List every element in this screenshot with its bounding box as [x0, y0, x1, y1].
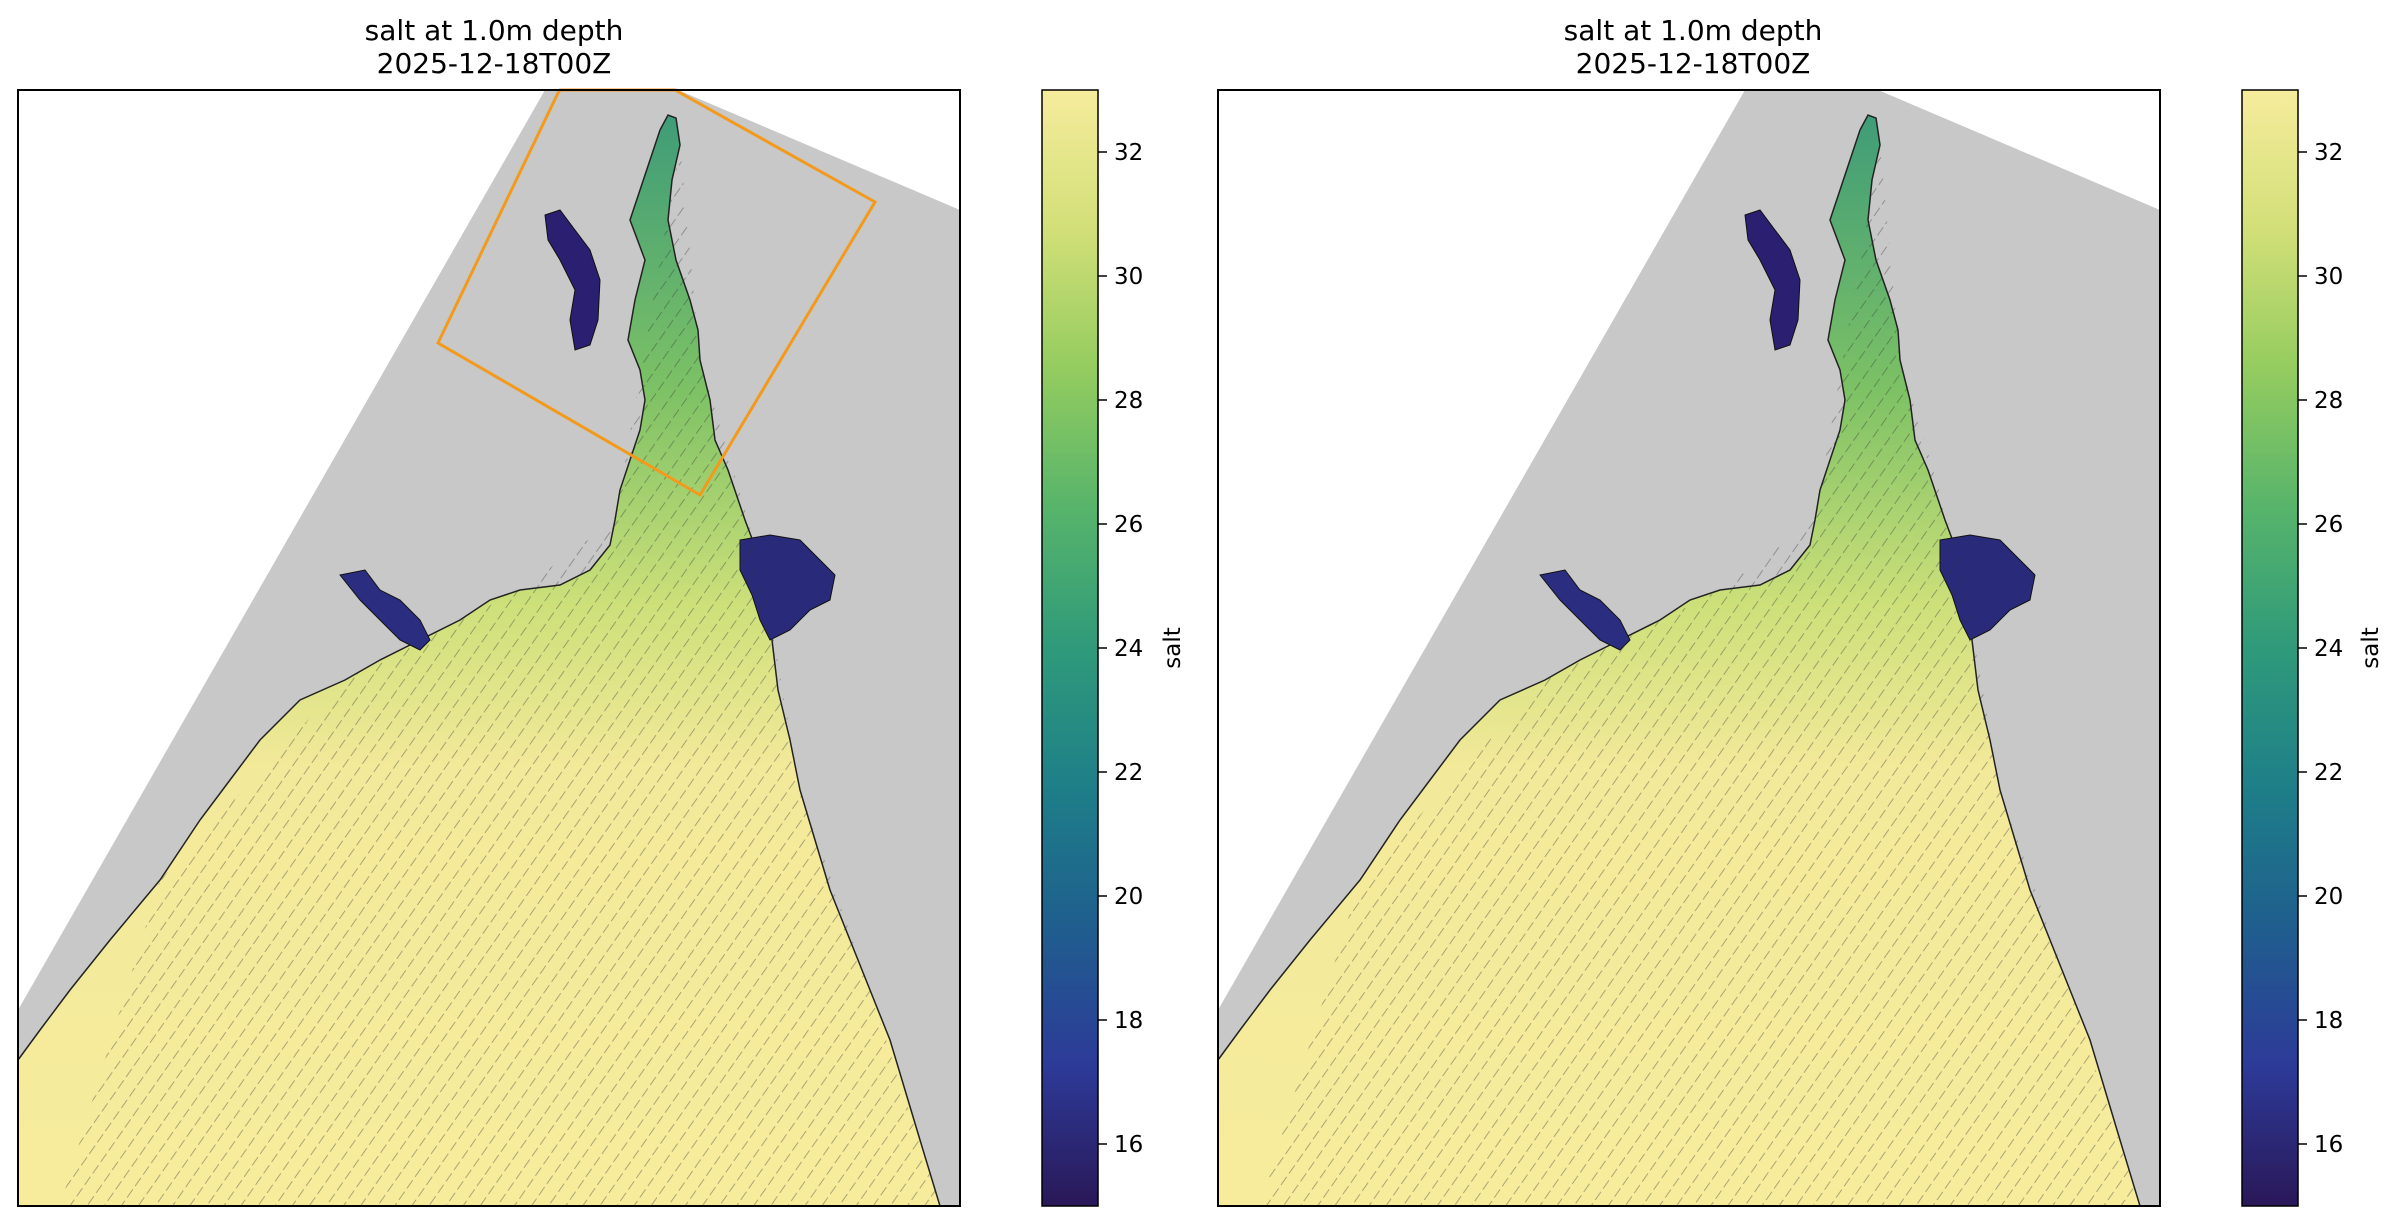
- colorbar-tick-label: 16: [2314, 1132, 2343, 1158]
- colorbar-tick-label: 16: [1114, 1132, 1143, 1158]
- colorbar-tick-label: 32: [2314, 140, 2343, 166]
- panel-1-colorbar-bar: [1041, 89, 1099, 1207]
- panel-1-map: [17, 88, 961, 1207]
- panel-1-title: salt at 1.0m depth: [365, 14, 624, 47]
- colorbar-tick-label: 22: [2314, 760, 2343, 786]
- panel-1-subtitle: 2025-12-18T00Z: [377, 47, 612, 80]
- colorbar-tick-label: 32: [1114, 140, 1143, 166]
- panel-2-colorbar-ticks: 16 18 20 22 24 26 28 30 32: [2298, 140, 2343, 1158]
- panel-2-colorbar-bar: [2241, 89, 2299, 1207]
- colorbar-tick-label: 30: [1114, 264, 1143, 290]
- colorbar-tick-label: 28: [1114, 388, 1143, 414]
- panel-2: salt at 1.0m depth 2025-12-18T00Z 16 18 20…: [1217, 14, 2384, 1207]
- colorbar-tick-label: 26: [1114, 512, 1143, 538]
- panel-1-plot-frame: [17, 89, 961, 1207]
- colorbar-tick-label: 28: [2314, 388, 2343, 414]
- colorbar-tick-label: 24: [1114, 636, 1143, 662]
- colorbar-tick-label: 24: [2314, 636, 2343, 662]
- panel-2-colorbar: 16 18 20 22 24 26 28 30 32 salt: [2241, 89, 2384, 1207]
- panel-2-inlet-north: [1744, 209, 1801, 351]
- panel-1-colorbar-label: salt: [1160, 627, 1186, 669]
- colorbar-tick-label: 18: [1114, 1008, 1143, 1034]
- panel-1-current-arrows: [60, 145, 940, 1206]
- colorbar-tick-label: 22: [1114, 760, 1143, 786]
- colorbar-tick-label: 26: [2314, 512, 2343, 538]
- panel-1: salt at 1.0m depth 2025-12-18T00Z 16 18 20…: [17, 14, 1186, 1207]
- panel-1-colorbar-ticks: 16 18 20 22 24 26 28 30 32: [1098, 140, 1143, 1158]
- panel-2-colorbar-label: salt: [2358, 627, 2384, 669]
- colorbar-tick-label: 18: [2314, 1008, 2343, 1034]
- panel-2-current-arrows: [1260, 145, 2140, 1206]
- panel-2-map: [1217, 89, 2161, 1207]
- colorbar-tick-label: 20: [2314, 884, 2343, 910]
- panel-2-plot-frame: [1217, 89, 2161, 1207]
- panel-2-title: salt at 1.0m depth: [1564, 14, 1823, 47]
- colorbar-tick-label: 30: [2314, 264, 2343, 290]
- panel-1-inlet-north: [544, 209, 601, 351]
- panel-2-subtitle: 2025-12-18T00Z: [1576, 47, 1811, 80]
- panel-1-colorbar: 16 18 20 22 24 26 28 30 32 salt: [1041, 89, 1186, 1207]
- colorbar-tick-label: 20: [1114, 884, 1143, 910]
